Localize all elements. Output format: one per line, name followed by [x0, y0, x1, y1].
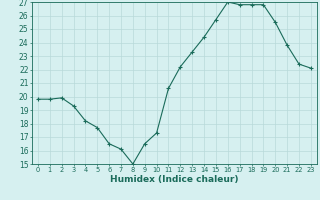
- X-axis label: Humidex (Indice chaleur): Humidex (Indice chaleur): [110, 175, 239, 184]
